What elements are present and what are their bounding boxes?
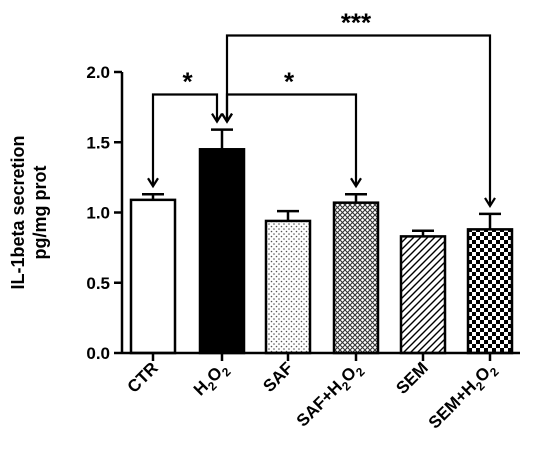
y-tick-label: 0.5: [86, 274, 110, 293]
y-axis: 0.0 0.5 1.0 1.5 2.0: [86, 63, 124, 363]
significance-arrow: [221, 113, 233, 124]
x-tick-label: SEM+H2O2: [425, 358, 502, 435]
significance-arrow: [211, 113, 223, 124]
bar: [129, 198, 177, 355]
y-tick-label: 0.0: [86, 344, 110, 363]
significance-arrow: [350, 177, 362, 189]
significance-arrow: [484, 197, 496, 208]
bars: [129, 128, 514, 355]
significance-arrow: [147, 177, 159, 189]
y-tick-label: 1.0: [86, 204, 110, 223]
bar: [466, 228, 514, 355]
bar: [264, 219, 312, 355]
bar: [332, 201, 380, 355]
significance-bracket: [225, 34, 492, 206]
bar: [198, 148, 246, 355]
y-tick-label: 2.0: [86, 63, 110, 82]
x-tick-label: CTR: [124, 358, 162, 396]
x-tick-label: SAF+H2O2: [293, 358, 368, 433]
y-axis-label: IL-1beta secretion pg/mg prot: [8, 135, 50, 289]
x-tick-label: SEM: [392, 358, 431, 397]
significance-label: *: [182, 66, 193, 96]
significance-brackets: * ****: [147, 7, 496, 208]
x-tick-label: H2O2: [190, 358, 234, 402]
y-axis-title: IL-1beta secretion pg/mg prot: [8, 135, 50, 289]
significance-label: *: [284, 66, 295, 96]
x-tick-label: SAF: [259, 358, 296, 395]
y-tick-label: 1.5: [86, 133, 110, 152]
significance-bracket: [151, 93, 219, 187]
bar: [399, 235, 447, 355]
significance-label: ***: [341, 7, 372, 37]
significance-bracket: [225, 93, 358, 187]
